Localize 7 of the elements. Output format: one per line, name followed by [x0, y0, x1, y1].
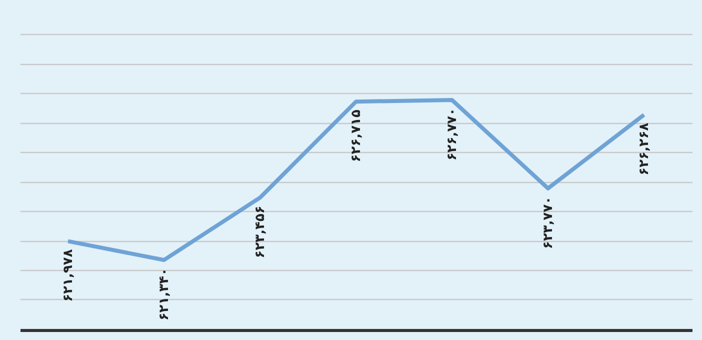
data-label: ۶۲۶,۷۱۵: [349, 110, 364, 162]
data-label: ۶۲۶,۲۶۸: [637, 122, 652, 176]
data-label: ۶۲۱,۹۷۸: [61, 249, 76, 302]
data-label: ۶۲۱,۳۴۰: [157, 268, 172, 321]
data-label: ۶۲۳,۷۷۰: [541, 196, 556, 249]
data-label: ۶۲۶,۷۷۰: [445, 108, 460, 161]
data-label: ۶۲۳,۴۵۶: [253, 206, 268, 258]
